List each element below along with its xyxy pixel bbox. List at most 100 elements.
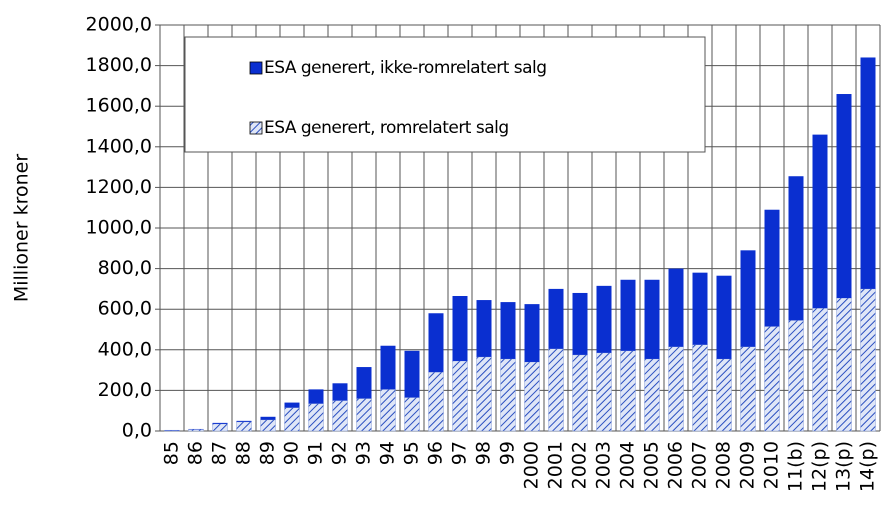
bar-segment bbox=[332, 383, 348, 401]
x-tick-label: 2007 bbox=[689, 441, 711, 489]
y-tick-label: 400,0 bbox=[98, 338, 152, 360]
bar-segment bbox=[572, 292, 588, 355]
x-tick-label: 2010 bbox=[761, 441, 783, 489]
bar-segment bbox=[212, 422, 228, 424]
x-tick-label: 12(p) bbox=[809, 441, 831, 492]
legend-swatch bbox=[249, 61, 263, 75]
bar-segment bbox=[620, 279, 636, 351]
bar-segment bbox=[716, 358, 732, 432]
bar-segment bbox=[620, 350, 636, 432]
legend-label: ESA generert, ikke-romrelatert salg bbox=[264, 58, 547, 78]
x-tick-label: 86 bbox=[185, 441, 207, 465]
bar-segment bbox=[284, 402, 300, 408]
y-tick-label: 1000,0 bbox=[86, 217, 152, 239]
bar-segment bbox=[716, 275, 732, 359]
x-tick-label: 11(b) bbox=[785, 441, 807, 492]
y-tick-label: 1800,0 bbox=[86, 54, 152, 76]
x-tick-label: 93 bbox=[353, 441, 375, 465]
x-tick-label: 2009 bbox=[737, 441, 759, 489]
legend-box bbox=[184, 36, 706, 153]
bar-segment bbox=[764, 209, 780, 327]
x-tick-label: 88 bbox=[233, 441, 255, 465]
bar-segment bbox=[644, 358, 660, 432]
bar-segment bbox=[524, 361, 540, 432]
bar-segment bbox=[308, 389, 324, 404]
x-tick-label: 89 bbox=[257, 441, 279, 465]
bar-segment bbox=[476, 356, 492, 432]
y-tick-label: 200,0 bbox=[98, 379, 152, 401]
bar-segment bbox=[548, 288, 564, 349]
bar-segment bbox=[812, 134, 828, 309]
bar-segment bbox=[860, 57, 876, 289]
bar-segment bbox=[596, 285, 612, 353]
bar-segment bbox=[164, 430, 180, 432]
bar-segment bbox=[188, 429, 204, 432]
x-tick-label: 13(p) bbox=[833, 441, 855, 492]
bar-segment bbox=[668, 346, 684, 432]
x-tick-label: 99 bbox=[497, 441, 519, 465]
bar-segment bbox=[836, 297, 852, 432]
bar-segment bbox=[572, 354, 588, 432]
bar-segment bbox=[524, 304, 540, 362]
legend-swatch bbox=[249, 121, 263, 135]
x-tick-label: 2000 bbox=[521, 441, 543, 489]
bar-segment bbox=[212, 423, 228, 432]
x-tick-label: 95 bbox=[401, 441, 423, 465]
bar-segment bbox=[740, 250, 756, 347]
bar-segment bbox=[236, 420, 252, 422]
y-tick-label: 2000,0 bbox=[86, 14, 152, 36]
bar-segment bbox=[788, 320, 804, 432]
bar-segment bbox=[788, 176, 804, 321]
bar-segment bbox=[404, 350, 420, 398]
bar-segment bbox=[860, 288, 876, 432]
bar-segment bbox=[428, 371, 444, 432]
y-tick-label: 1200,0 bbox=[86, 176, 152, 198]
bar-segment bbox=[644, 279, 660, 359]
bar-segment bbox=[308, 403, 324, 432]
y-tick-label: 600,0 bbox=[98, 298, 152, 320]
x-tick-label: 2001 bbox=[545, 441, 567, 489]
bar-segment bbox=[812, 307, 828, 432]
bar-segment bbox=[476, 300, 492, 357]
bar-segment bbox=[260, 419, 276, 432]
x-tick-label: 2005 bbox=[641, 441, 663, 489]
y-tick-label: 1400,0 bbox=[86, 135, 152, 157]
bar-segment bbox=[500, 358, 516, 432]
y-tick-label: 1600,0 bbox=[86, 95, 152, 117]
bar-segment bbox=[668, 268, 684, 347]
x-tick-label: 2008 bbox=[713, 441, 735, 489]
x-tick-label: 98 bbox=[473, 441, 495, 465]
bar-segment bbox=[236, 421, 252, 432]
bar-segment bbox=[428, 313, 444, 373]
bar-segment bbox=[764, 326, 780, 432]
x-tick-label: 2004 bbox=[617, 441, 639, 489]
y-tick-label: 0,0 bbox=[122, 420, 152, 442]
bar-segment bbox=[380, 389, 396, 432]
bar-segment bbox=[380, 345, 396, 390]
bar-segment bbox=[692, 344, 708, 432]
x-tick-label: 97 bbox=[449, 441, 471, 465]
bar-segment bbox=[740, 346, 756, 432]
legend-label: ESA generert, romrelatert salg bbox=[264, 118, 509, 138]
bar-segment bbox=[452, 296, 468, 361]
bar-segment bbox=[284, 407, 300, 432]
bar-segment bbox=[356, 367, 372, 399]
y-tick-label: 800,0 bbox=[98, 257, 152, 279]
x-tick-label: 85 bbox=[161, 441, 183, 465]
bar-segment bbox=[548, 348, 564, 432]
bar-segment bbox=[452, 360, 468, 432]
bar-segment bbox=[332, 400, 348, 432]
bar-segment bbox=[260, 416, 276, 420]
x-tick-label: 92 bbox=[329, 441, 351, 465]
bar-segment bbox=[692, 272, 708, 345]
bar-segment bbox=[596, 352, 612, 432]
x-tick-label: 14(p) bbox=[857, 441, 879, 492]
x-tick-label: 2003 bbox=[593, 441, 615, 489]
bar-segment bbox=[356, 398, 372, 432]
x-tick-label: 94 bbox=[377, 441, 399, 465]
bar-segment bbox=[404, 397, 420, 432]
x-tick-label: 90 bbox=[281, 441, 303, 465]
x-tick-label: 91 bbox=[305, 441, 327, 465]
y-axis-label: Millioner kroner bbox=[11, 154, 33, 302]
